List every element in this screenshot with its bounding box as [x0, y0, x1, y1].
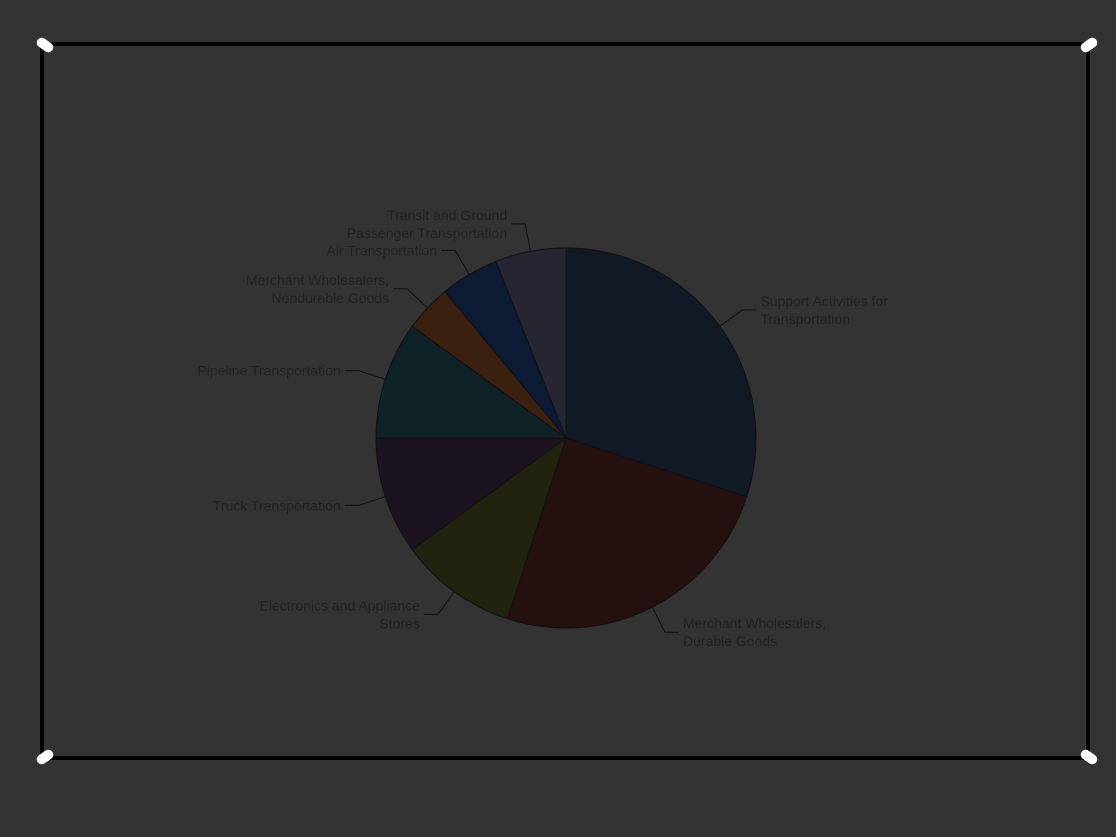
leader-line-merchant-wholesalers-nondurable-goods — [393, 288, 428, 309]
pie-slice-pipeline-transportation — [375, 325, 568, 439]
leader-line-merchant-wholesalers-durable-goods — [651, 607, 679, 633]
chart-frame — [40, 42, 1090, 760]
pie-slice-electronics-and-appliance-stores — [411, 436, 567, 620]
leader-line-air-transportation — [441, 249, 470, 275]
pie-slice-transit-and-ground-passenger-transportation — [495, 247, 567, 439]
leader-line-support-activities-for-transportation — [719, 309, 757, 327]
slice-label-merchant-wholesalers-nondurable-goods: Merchant Wholesalers, Nondurable Goods — [246, 272, 389, 306]
pie-slices — [375, 247, 757, 629]
leader-line-truck-transportation — [344, 496, 386, 506]
pie-labels: Support Activities for Transportation Merc… — [197, 207, 888, 649]
slice-label-air-transportation: Air Transportation — [327, 242, 438, 258]
leader-line-electronics-and-appliance-stores — [423, 591, 455, 615]
slice-label-support-activities-for-transportation: Support Activities for Transportation — [760, 293, 888, 327]
slice-label-truck-transportation: Truck Transportation — [213, 497, 341, 513]
pie-leader-lines — [344, 223, 757, 633]
slice-label-pipeline-transportation: Pipeline Transportation — [197, 363, 340, 379]
chart-footer — [110, 764, 1040, 800]
slice-label-transit-and-ground-passenger-transportation: Transit and Ground Passenger Transportati… — [347, 207, 507, 241]
slice-label-merchant-wholesalers-durable-goods: Merchant Wholesalers, Durable Goods — [683, 615, 826, 649]
pie-slice-truck-transportation — [375, 437, 568, 551]
slice-label-electronics-and-appliance-stores: Electronics and Appliance Stores — [260, 597, 421, 631]
leader-line-transit-and-ground-passenger-transportation — [511, 223, 531, 252]
leader-line-pipeline-transportation — [344, 370, 386, 380]
